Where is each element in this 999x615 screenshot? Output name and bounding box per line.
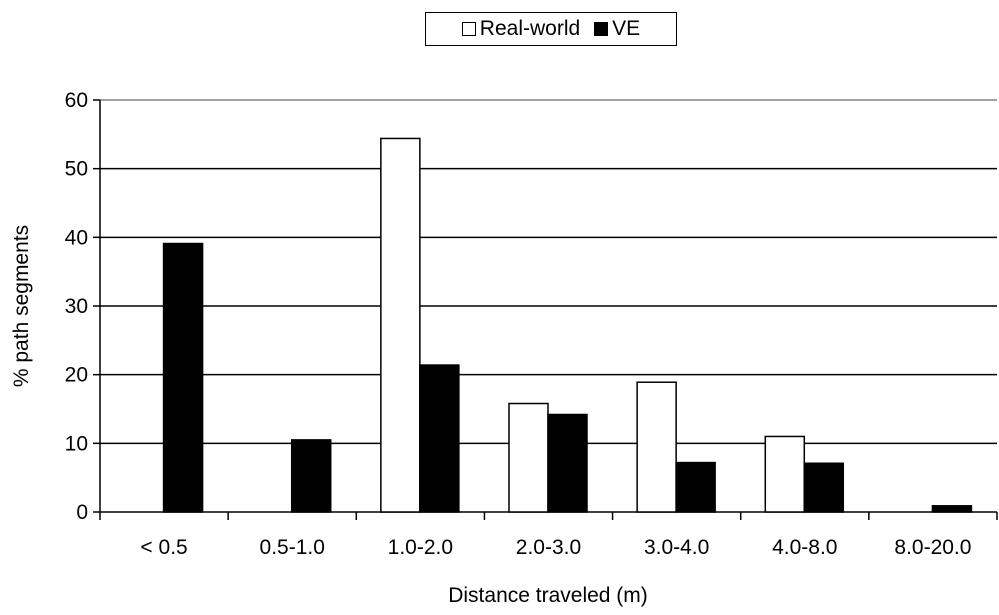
legend-label-ve: VE: [612, 17, 641, 40]
x-tick-label-5: 4.0-8.0: [772, 536, 837, 559]
bar-ve-0: [162, 242, 204, 513]
bar-ve-2: [419, 364, 460, 513]
legend-entry-real-world: Real-world: [461, 17, 581, 41]
legend: Real-world VE: [425, 12, 677, 46]
y-tick-label-30: 30: [65, 295, 88, 318]
x-tick-label-6: 8.0-20.0: [894, 536, 971, 559]
x-tick-label-4: 3.0-4.0: [644, 536, 709, 559]
bar-ve-4: [675, 461, 716, 513]
y-tick-label-50: 50: [65, 158, 88, 181]
bar-ve-1: [290, 439, 332, 513]
bar-real-world-3: [508, 402, 549, 513]
bar-real-world-2: [380, 137, 421, 513]
bar-real-world-4: [636, 381, 677, 513]
legend-label-real-world: Real-world: [479, 17, 581, 40]
bar-ve-3: [547, 413, 588, 513]
legend-entry-ve: VE: [594, 17, 640, 41]
y-tick-label-40: 40: [65, 226, 88, 249]
x-tick-label-3: 2.0-3.0: [516, 536, 581, 559]
legend-swatch-real-world: [461, 22, 476, 36]
x-tick-label-1: 0.5-1.0: [260, 536, 325, 559]
x-axis-label: Distance traveled (m): [448, 584, 648, 607]
y-tick-label-60: 60: [65, 89, 88, 112]
bar-ve-6: [931, 505, 973, 513]
y-tick-label-0: 0: [76, 501, 88, 524]
x-tick-label-0: < 0.5: [140, 536, 187, 559]
y-tick-label-10: 10: [65, 432, 88, 455]
y-tick-label-20: 20: [65, 364, 88, 387]
bar-ve-5: [803, 462, 845, 513]
y-axis-label: % path segments: [10, 224, 33, 388]
bar-real-world-5: [764, 435, 806, 513]
x-tick-label-2: 1.0-2.0: [388, 536, 453, 559]
legend-swatch-ve: [594, 22, 609, 36]
